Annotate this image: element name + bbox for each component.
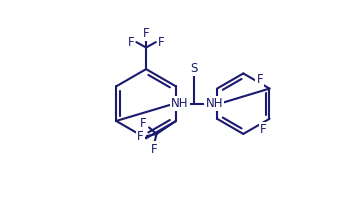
Text: NH: NH: [205, 97, 223, 110]
Text: F: F: [137, 130, 144, 143]
Text: F: F: [256, 73, 263, 86]
Text: F: F: [128, 36, 134, 49]
Text: F: F: [140, 117, 147, 130]
Text: S: S: [190, 62, 197, 75]
Text: F: F: [143, 27, 150, 40]
Text: F: F: [158, 36, 165, 49]
Text: NH: NH: [171, 97, 188, 110]
Text: F: F: [260, 123, 266, 136]
Text: F: F: [151, 143, 158, 156]
